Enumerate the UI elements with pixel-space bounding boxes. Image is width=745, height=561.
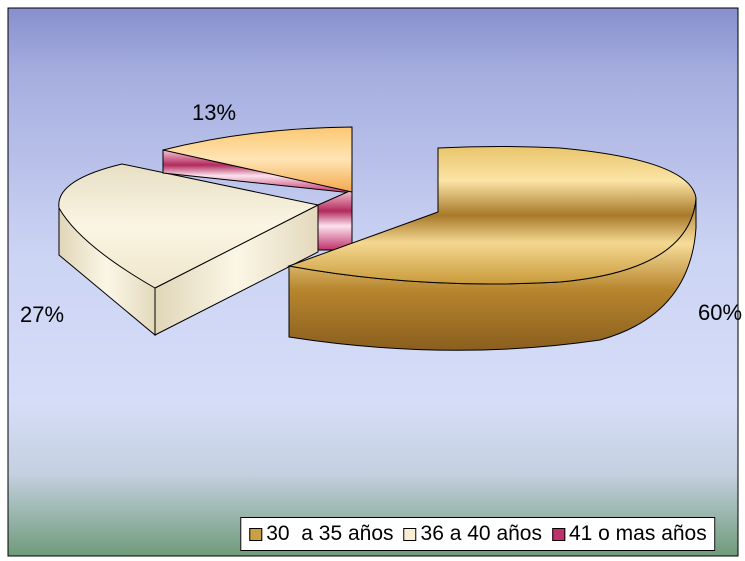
data-label-27: 27%	[20, 302, 64, 327]
pie-slice-36-40	[58, 163, 320, 337]
pie-slice-30-35	[287, 146, 697, 351]
legend-item-36-40: 36 a 40 años	[403, 522, 542, 546]
legend-label-41-mas: 41 o mas años	[568, 522, 707, 545]
legend-swatch-41-mas	[551, 527, 565, 541]
legend-swatch-30-35	[249, 527, 263, 541]
pie-slice-41-mas	[162, 126, 353, 251]
legend-item-30-35: 30 a 35 años	[249, 522, 394, 546]
legend-swatch-36-40	[403, 527, 417, 541]
legend-item-41-mas: 41 o mas años	[551, 522, 707, 546]
chart-legend: 30 a 35 años 36 a 40 años 41 o mas años	[240, 517, 716, 551]
data-label-60: 60%	[698, 300, 742, 325]
legend-label-30-35: 30 a 35 años	[266, 522, 394, 545]
data-label-13: 13%	[192, 100, 236, 125]
legend-label-36-40: 36 a 40 años	[420, 522, 542, 545]
